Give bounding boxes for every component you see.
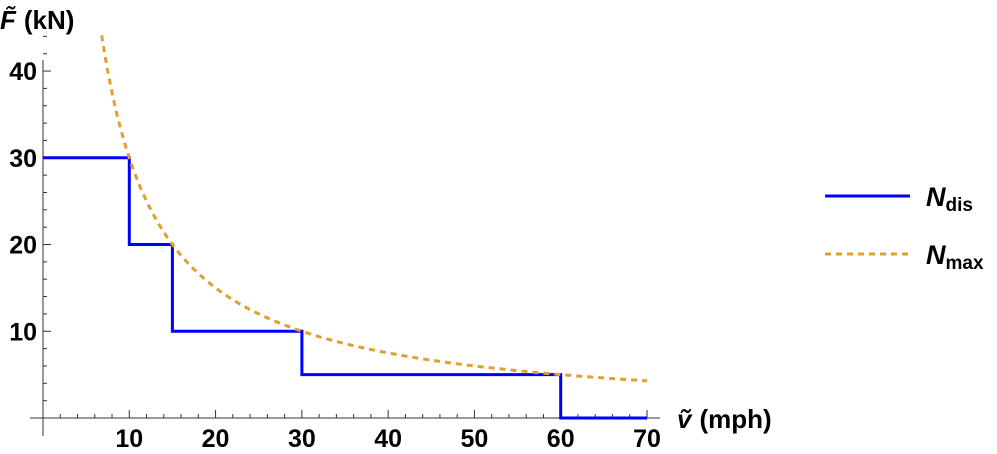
axes <box>30 35 660 436</box>
legend-label-sub: dis <box>946 195 973 216</box>
x-tick-label: 30 <box>288 425 316 453</box>
legend-label-sub: max <box>946 253 984 274</box>
legend-label: Ndis <box>926 182 973 216</box>
series-line-n-dis <box>43 156 647 420</box>
y-tick-label: 30 <box>9 145 37 173</box>
y-axis-symbol: F̃ <box>0 5 17 35</box>
x-tick-label: 10 <box>115 425 143 453</box>
legend-label-base: N <box>926 240 946 270</box>
legend-item-n-dis: Ndis <box>825 182 973 216</box>
labels: 10 20 30 40 50 60 70 10 20 30 40 F̃ (kN) ṽ (mph) <box>0 5 772 453</box>
series-layer <box>43 35 648 420</box>
x-tick-label: 50 <box>461 425 489 453</box>
legend-label-base: N <box>926 182 946 212</box>
series-line-n-max <box>100 35 648 383</box>
x-axis-label: ṽ (mph) <box>677 404 772 434</box>
x-tick-label: 70 <box>633 425 661 453</box>
y-tick-label: 40 <box>9 58 37 86</box>
x-axis-symbol: ṽ <box>677 404 693 434</box>
legend-label: Nmax <box>926 240 984 274</box>
y-axis-unit: (kN) <box>24 5 75 35</box>
x-tick-label: 60 <box>547 425 575 453</box>
legend-item-n-max: Nmax <box>825 240 984 274</box>
y-axis-label: F̃ (kN) <box>0 5 74 35</box>
x-axis-unit: (mph) <box>699 404 771 434</box>
y-tick-label: 20 <box>9 232 37 260</box>
x-tick-label: 40 <box>374 425 402 453</box>
y-tick-label: 10 <box>9 318 37 346</box>
x-tick-label: 20 <box>202 425 230 453</box>
